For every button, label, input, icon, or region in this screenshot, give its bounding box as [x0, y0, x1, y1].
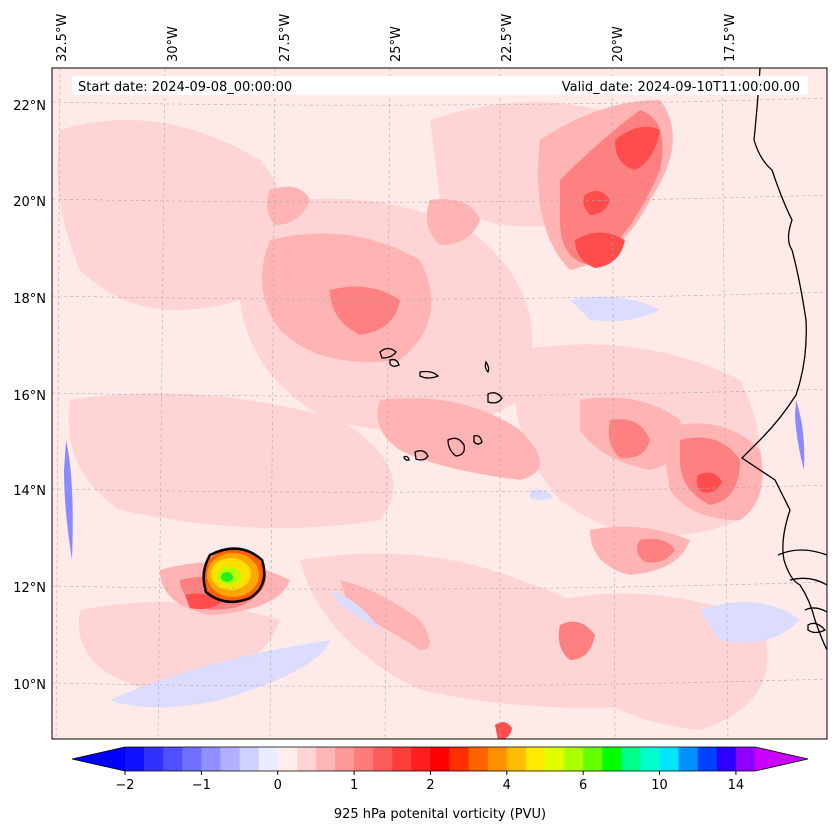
colorbar-swatch [602, 747, 622, 771]
lat-label: 22°N [13, 99, 46, 114]
colorbar-swatch [163, 747, 183, 771]
colorbar-tick-label: −1 [192, 778, 211, 793]
lon-label: 17.5°W [723, 14, 738, 62]
lat-label: 14°N [13, 484, 46, 499]
lat-label: 18°N [13, 292, 46, 307]
colorbar-tick-label: 6 [579, 778, 587, 793]
colorbar-swatch [201, 747, 221, 771]
colorbar-swatch [678, 747, 699, 771]
lon-label: 30°W [166, 26, 181, 62]
latitude-labels: 22°N 20°N 18°N 16°N 14°N 12°N 10°N [13, 99, 46, 693]
colorbar-swatch [220, 747, 241, 771]
map-frame [51, 67, 828, 740]
colorbar-swatch [525, 747, 546, 771]
colorbar-over-arrow [755, 747, 808, 771]
colorbar-swatch [335, 747, 355, 771]
colorbar-tick-label: 0 [274, 778, 282, 793]
pv-deep-contours [185, 126, 722, 739]
colorbar-tick-label: 14 [728, 778, 745, 793]
start-date-label: Start date: 2024-09-08_00:00:00 [78, 80, 292, 95]
colorbar-swatch [258, 747, 279, 771]
lon-label: 32.5°W [55, 14, 70, 62]
colorbar [71, 746, 809, 772]
colorbar-swatch [487, 747, 508, 771]
colorbar-swatch [506, 747, 527, 771]
lat-label: 12°N [13, 581, 46, 596]
colorbar-swatch [430, 747, 451, 771]
colorbar-swatch [659, 747, 680, 771]
colorbar-swatch [449, 747, 470, 771]
lat-label: 20°N [13, 195, 46, 210]
island-santiago [447, 437, 465, 457]
coastline [379, 68, 827, 651]
colorbar-swatch [277, 747, 298, 771]
valid-date-label: Valid_date: 2024-09-10T11:00:00.00 [562, 80, 800, 95]
vortex-contour [202, 547, 266, 604]
colorbar-swatch [125, 747, 145, 771]
colorbar-tick-label: −2 [115, 778, 134, 793]
colorbar-tick-label: 4 [503, 778, 511, 793]
colorbar-swatch [392, 747, 412, 771]
header-band [72, 76, 808, 95]
longitude-labels: 32.5°W 30°W 27.5°W 25°W 22.5°W 20°W 17.5… [55, 14, 738, 62]
colorbar-swatch [716, 747, 737, 771]
colorbar-swatch [545, 747, 565, 771]
colorbar-swatch [411, 747, 431, 771]
colorbar-swatch [468, 747, 489, 771]
colorbar-under-arrow [72, 747, 125, 771]
map-panel [52, 68, 827, 739]
lat-label: 16°N [13, 389, 46, 404]
lon-label: 22.5°W [500, 14, 515, 62]
colorbar-tick-label: 10 [651, 778, 668, 793]
colorbar-swatch [296, 747, 317, 771]
lon-label: 25°W [389, 26, 404, 62]
cyclone-vortex [202, 547, 266, 604]
colorbar-swatch [621, 747, 641, 771]
graticule [52, 68, 827, 739]
colorbar-ticks: −2 −1 0 1 2 4 6 10 14 [115, 771, 744, 793]
lon-label: 20°W [611, 26, 626, 62]
island-santo-antao [379, 347, 397, 359]
lon-label: 27.5°W [278, 14, 293, 62]
colorbar-tick-label: 2 [426, 778, 434, 793]
colorbar-swatch [354, 747, 374, 771]
colorbar-swatch [564, 747, 584, 771]
colorbar-label: 925 hPa potenital vorticity (PVU) [333, 807, 547, 822]
colorbar-swatch [583, 747, 603, 771]
colorbar-swatch [640, 747, 661, 771]
colorbar-swatch [239, 747, 260, 771]
colorbar-swatch [373, 747, 393, 771]
lat-label: 10°N [13, 678, 46, 693]
colorbar-swatch [144, 747, 164, 771]
colorbar-swatch [697, 747, 718, 771]
colorbar-swatch [315, 747, 336, 771]
colorbar-tick-label: 1 [350, 778, 358, 793]
pv-negative-strong-contours [64, 400, 805, 560]
colorbar-swatch [182, 747, 202, 771]
colorbar-swatch [735, 747, 756, 771]
pv-negative-contours [110, 296, 800, 708]
